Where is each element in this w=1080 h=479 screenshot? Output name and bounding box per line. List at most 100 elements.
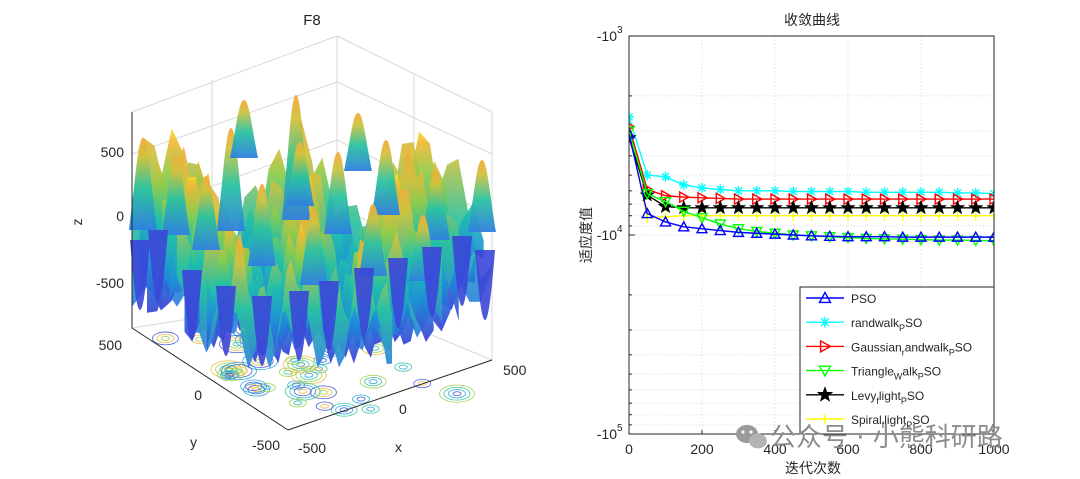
surface-valley [452,236,472,306]
data-point [841,232,855,244]
data-point [949,199,966,215]
z-axis-label: z [69,219,85,226]
data-point [785,199,801,215]
surface-valley [422,247,442,317]
surface-peak [162,155,190,235]
surface-valley [475,250,495,320]
surface-valley [216,286,236,356]
legend-entry: PSO [806,291,876,306]
contour-ring [290,366,327,385]
contour-ring [304,372,314,378]
data-point [878,230,891,242]
data-point [697,191,709,204]
surface-peak [372,140,400,215]
data-point [861,187,872,198]
data-point [819,316,831,328]
data-point [750,226,763,238]
surface-mesh [129,95,496,369]
contour-ring [151,331,179,346]
data-point [715,192,727,205]
data-point [986,199,994,215]
surface-peak [248,184,276,266]
contour-ring [156,333,175,344]
data-point [660,171,671,182]
data-point [987,230,994,242]
data-point [659,196,672,209]
x-tick-label: 600 [836,441,860,457]
data-point [931,199,947,215]
contour-ring [224,372,234,378]
data-point [818,365,832,378]
surface-valley [130,240,150,310]
legend-entry: SpiralflightPSO [806,413,930,430]
contour-ring [240,379,268,394]
contour-ring [221,369,240,380]
surface-chart: F8 [69,12,527,456]
data-point [714,224,727,236]
y-tick-label: -10 [597,426,617,442]
legend-label: TriangleWalkPSO [851,365,941,382]
series-randwalk_PSO [629,111,994,199]
contour-ring [283,369,293,375]
series-Levy_flight_PSO [629,129,994,215]
data-point [695,222,709,234]
contour-ring [220,370,238,381]
contour-ring [352,394,370,404]
x-tick-2: 0 [399,401,407,417]
series-line [629,133,994,238]
data-point [770,210,780,221]
data-point [860,230,873,242]
data-point [629,126,636,138]
x-tick-1: -500 [298,440,326,456]
contour-ring [216,367,244,382]
contour-ring [364,377,383,387]
contour-ring [413,378,432,389]
contour-ring [366,406,376,412]
data-point [712,199,728,215]
y-axis-label-convergence: 适应度值 [578,207,595,263]
data-point [733,185,744,196]
legend-box [799,286,995,435]
z-tick-2: 0 [116,208,124,224]
surface-peak [344,113,372,171]
data-point [659,215,672,227]
data-point [896,234,909,246]
data-point [677,206,690,218]
legend-entry: randwalkPSO [806,316,922,333]
data-point [733,210,744,221]
contour-ring [309,385,337,400]
surface-peak [359,204,387,276]
y-tick-label: -10 [597,227,617,243]
data-point [896,230,909,242]
contour-ring [299,370,318,380]
surface-valley [354,268,374,338]
series-PSO [629,127,994,242]
contour-ring [288,398,307,408]
surface-peak [192,176,220,250]
data-point [916,210,926,221]
y-tick-label: -10 [597,28,617,44]
contour-ring [244,381,263,391]
contour-ring [330,402,358,417]
y-tick-exponent: 4 [617,224,623,235]
contour-ring [293,400,303,406]
data-point [970,187,981,198]
surface-valley [148,230,168,300]
data-point [803,199,820,215]
data-point [641,207,654,219]
contour-ring [315,401,334,411]
data-point [879,187,890,198]
data-point [677,220,690,232]
data-point [822,199,838,215]
contour-ring [398,364,408,370]
data-point [751,185,762,196]
contour-ring [452,391,462,397]
contour-ring [443,386,471,401]
surface-peak [230,100,258,158]
x-tick-label: 800 [909,441,933,457]
z-tick-3: -500 [96,275,124,291]
surface-valley [319,281,339,351]
data-point [695,213,709,225]
data-point [860,233,873,245]
